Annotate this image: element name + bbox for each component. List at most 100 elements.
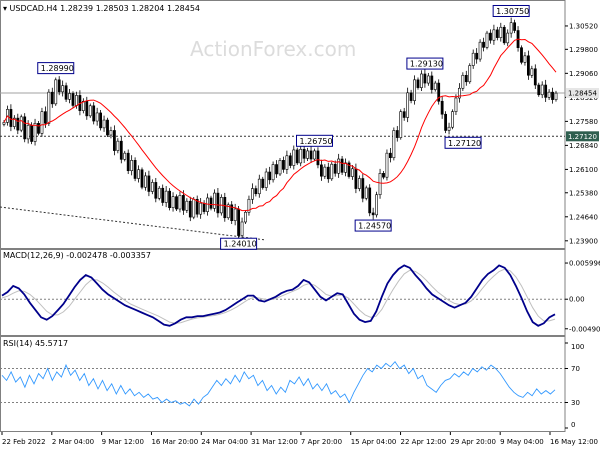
candle-body	[199, 202, 203, 215]
candle-body	[54, 79, 58, 105]
candle	[430, 71, 434, 94]
candle-body	[244, 211, 247, 223]
candle	[292, 145, 296, 170]
candle	[50, 87, 54, 108]
candle-body	[288, 155, 292, 166]
candle	[2, 120, 6, 127]
candle-body	[478, 41, 482, 60]
candle	[523, 52, 527, 66]
candle	[251, 183, 254, 204]
candle	[209, 195, 213, 211]
rsi-panel-border	[0, 336, 566, 432]
candle-body	[395, 130, 399, 138]
candle	[71, 91, 75, 108]
candle-body	[361, 178, 365, 199]
candle-body	[150, 182, 154, 192]
candle-body	[257, 178, 261, 195]
candle	[157, 185, 161, 201]
candle-body	[420, 73, 423, 88]
time-tick-label: 29 Apr 20:00	[450, 438, 496, 446]
candle	[26, 120, 30, 144]
candle	[213, 189, 216, 212]
candle-body	[202, 202, 206, 212]
candle-body	[299, 148, 303, 164]
candle-body	[109, 130, 113, 136]
price-panel: ActionForex.com 1.28990 1.24010 1.26750 1.24…	[0, 4, 599, 250]
candle	[423, 68, 427, 88]
candle-body	[116, 140, 120, 151]
candle-body	[354, 168, 358, 189]
candle	[240, 217, 244, 240]
candle	[330, 161, 334, 181]
candle-body	[368, 187, 372, 214]
candle	[285, 150, 289, 175]
candle-body	[495, 29, 499, 38]
price-annotation-box	[354, 219, 392, 232]
price-annotation-label: 1.24570	[358, 222, 391, 231]
candle	[275, 160, 278, 178]
candle-body	[440, 100, 444, 115]
candle-body	[213, 192, 216, 209]
candle-body	[413, 79, 416, 101]
candle-body	[461, 74, 465, 89]
candle	[402, 107, 406, 121]
candle	[37, 121, 40, 136]
candle	[9, 104, 13, 132]
macd-panel-border	[0, 249, 566, 336]
price-tick-label: 1.25380	[569, 189, 598, 197]
candle-body	[406, 92, 410, 118]
candle-body	[92, 105, 96, 122]
price-annotation: 1.30750	[492, 4, 530, 17]
candle-body	[254, 188, 258, 195]
candle	[278, 158, 282, 176]
candle	[164, 186, 168, 208]
candle	[133, 157, 137, 182]
candle	[316, 147, 320, 169]
candle-body	[71, 93, 75, 106]
candle	[364, 185, 368, 201]
candle	[502, 24, 506, 45]
candle	[223, 192, 227, 222]
candle	[392, 127, 396, 161]
candle-body	[154, 182, 158, 199]
price-annotation: 1.28990	[37, 62, 75, 75]
candle-body	[499, 26, 503, 38]
time-tick-label: 24 Mar 04:00	[201, 438, 248, 446]
candle	[130, 155, 134, 176]
candle	[461, 72, 465, 91]
candle-body	[330, 163, 334, 180]
candle-body	[206, 197, 209, 212]
price-annotation-label: 1.26750	[300, 137, 333, 146]
level-label: 1.27120	[566, 131, 599, 142]
candle	[540, 81, 544, 99]
candle	[457, 83, 461, 103]
candle	[513, 19, 517, 34]
candle-body	[68, 93, 71, 100]
candle-body	[126, 152, 130, 172]
candle	[361, 174, 365, 203]
candle-body	[113, 130, 116, 151]
candle-body	[544, 84, 548, 98]
candle	[333, 160, 337, 177]
candle-body	[309, 150, 313, 160]
candle-body	[137, 169, 140, 179]
candle	[509, 17, 513, 38]
candle-body	[292, 149, 296, 166]
candle-body	[409, 92, 413, 101]
candle	[68, 89, 71, 104]
candle	[195, 195, 199, 218]
candle	[416, 77, 420, 90]
candle-body	[457, 87, 461, 99]
candle-body	[240, 221, 244, 236]
candle	[268, 166, 272, 185]
candle-body	[175, 196, 178, 210]
candle-body	[130, 160, 134, 172]
candle	[437, 79, 441, 105]
rsi-tick-label: 30	[571, 399, 580, 407]
time-tick-label: 22 Apr 12:00	[401, 438, 447, 446]
candle-body	[444, 113, 448, 131]
candle	[299, 145, 303, 167]
candle-body	[475, 52, 479, 60]
candle	[81, 98, 85, 114]
